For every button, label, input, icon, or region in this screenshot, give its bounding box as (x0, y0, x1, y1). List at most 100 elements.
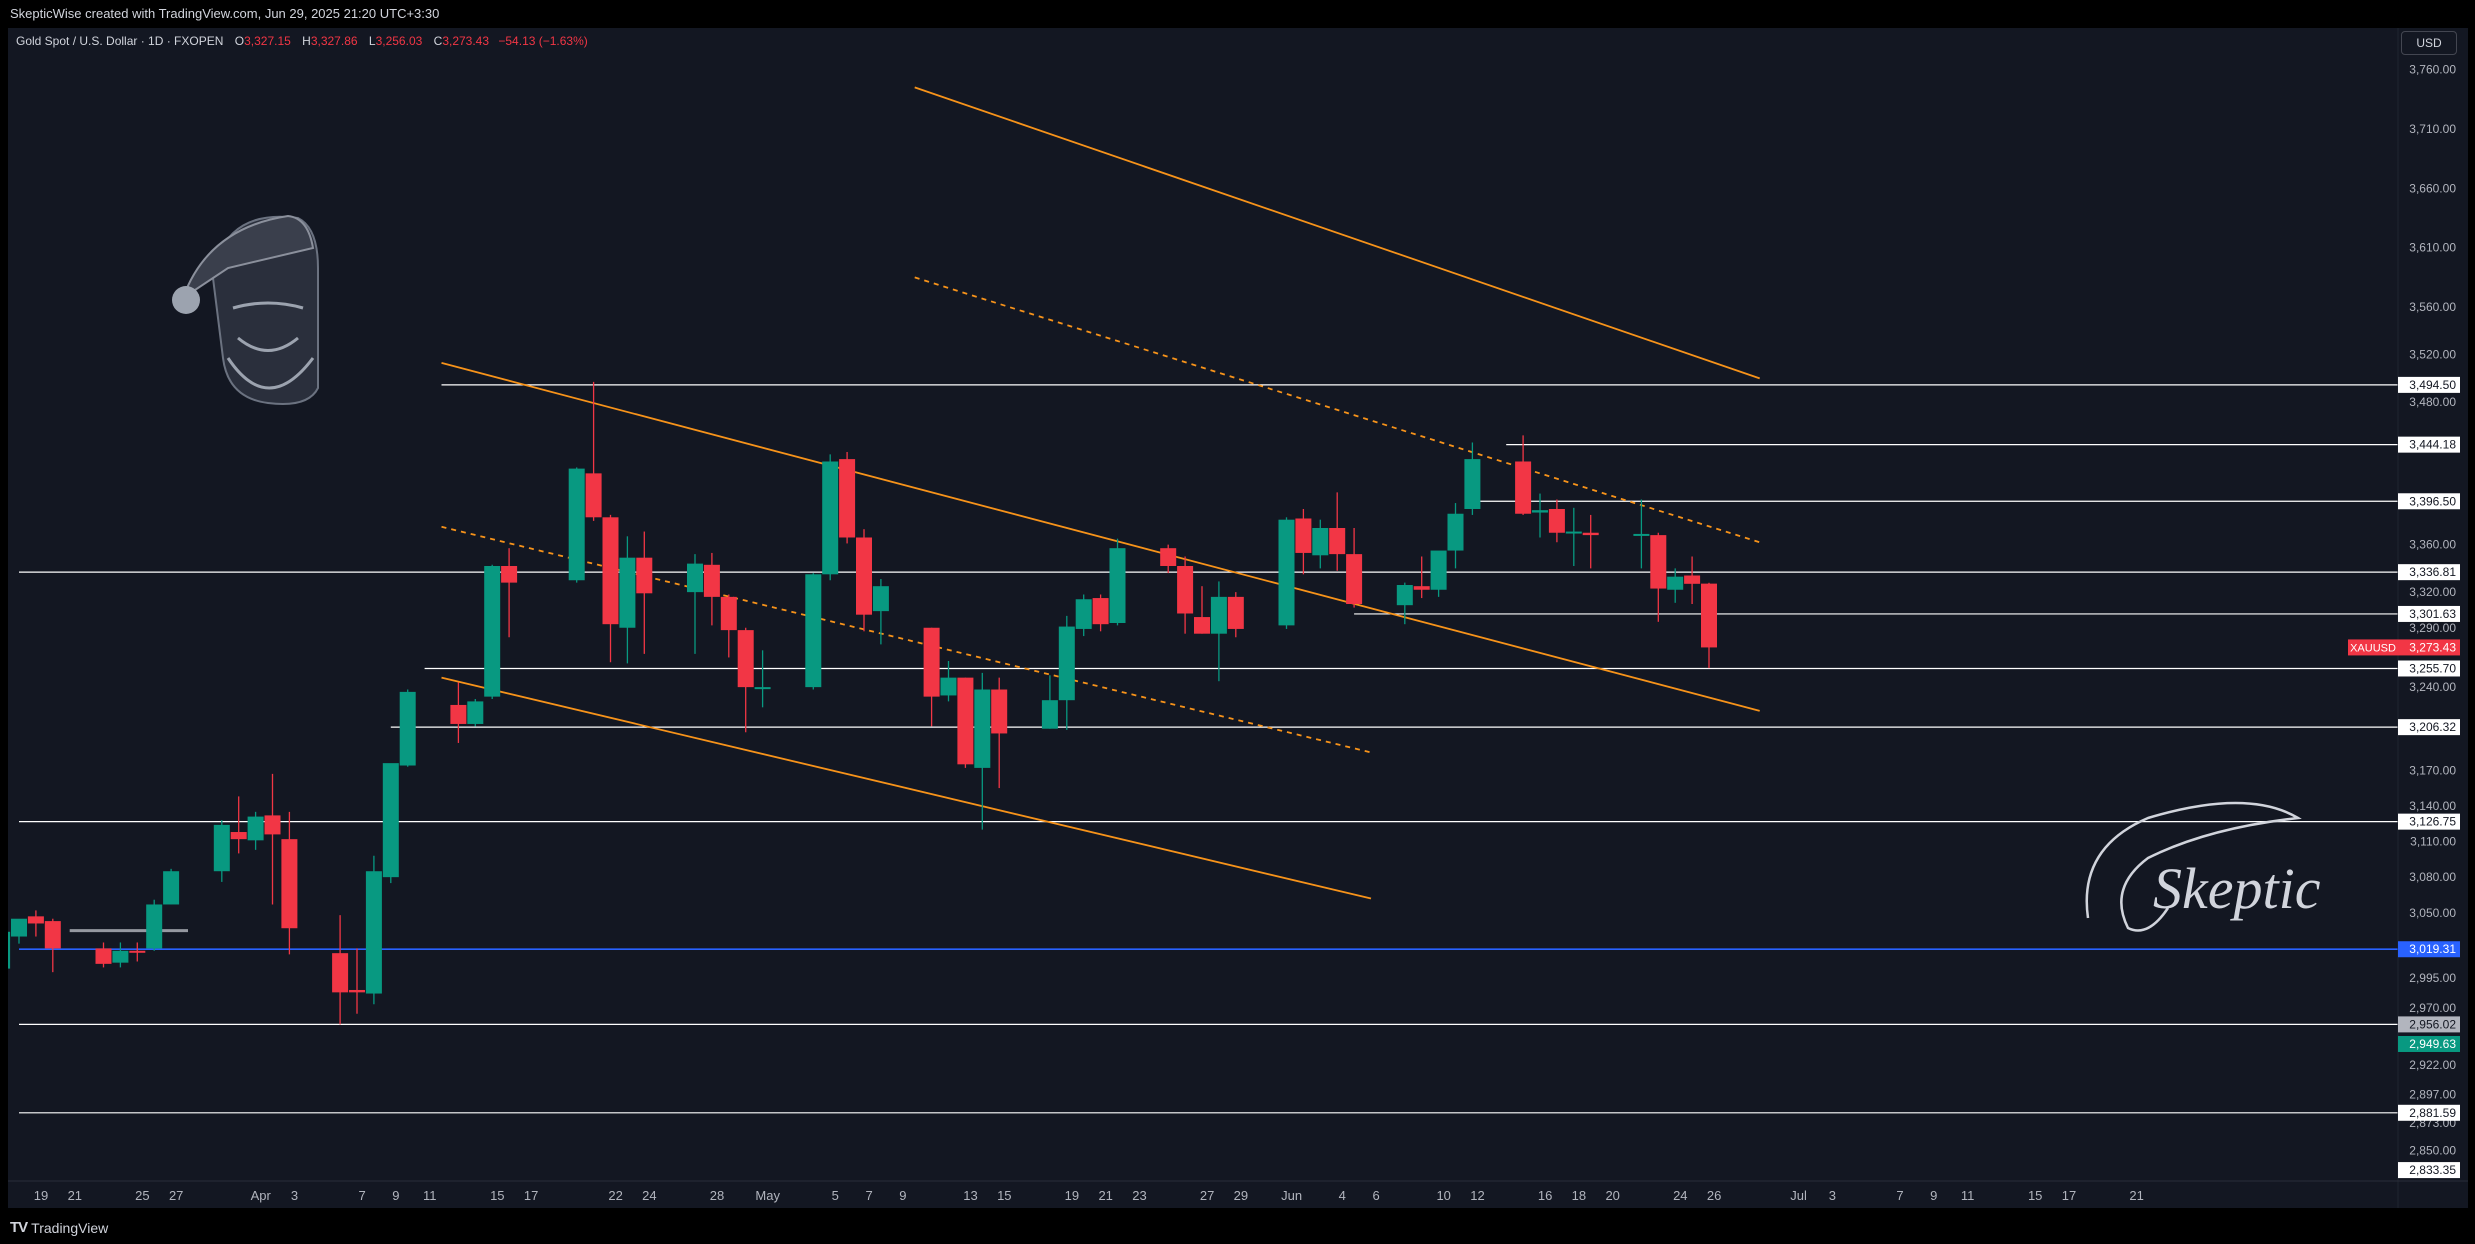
x-tick-label: 15 (2028, 1188, 2042, 1203)
level-label-8-bg (2398, 941, 2460, 958)
candle-body (247, 816, 264, 841)
time-axis[interactable]: 19 21 25 27 Apr 3 7 9 11 15 17 22 24 28 May 5 7 9 13 15 19 21… (8, 1180, 2468, 1203)
change-value: −54.13 (−1.63%) (498, 34, 588, 48)
candle-0 (8, 931, 11, 969)
candle-59 (1413, 556, 1430, 599)
candle-body (619, 557, 636, 628)
candle-51 (1210, 581, 1227, 682)
y-tick-label: 3,290.00 (2409, 621, 2456, 635)
candle-45 (1075, 594, 1092, 637)
candle-body (1329, 527, 1346, 555)
x-tick-label: 9 (899, 1188, 906, 1203)
candle-body (450, 704, 467, 724)
candle-body (1650, 535, 1667, 589)
tradingview-logo[interactable]: TV TradingView (10, 1214, 108, 1242)
chart-frame[interactable]: Skeptic 2,850.00 2,873.00 2,897.00 2,922.00… (8, 28, 2468, 1208)
y-tick-label: 2,995.00 (2409, 971, 2456, 985)
candle-body (112, 950, 129, 963)
candle-body (974, 689, 991, 768)
candle-72 (1701, 582, 1717, 669)
candle-32 (754, 650, 771, 708)
level-label-7-bg (2398, 813, 2460, 830)
candle-body (703, 564, 720, 597)
level-label-4-bg (2398, 605, 2460, 622)
level-label-10-bg (2398, 1104, 2460, 1121)
extra-label-0: 2,949.63 (2398, 1035, 2460, 1052)
candle-body (1227, 596, 1244, 629)
x-tick-label: 15 (997, 1188, 1011, 1203)
candle-17 (382, 763, 399, 884)
candle-69 (1650, 532, 1667, 622)
x-tick-label: 22 (608, 1188, 622, 1203)
symbol-legend: Gold Spot / U.S. Dollar · 1D · FXOPEN O3… (16, 34, 588, 48)
level-label-4: 3,301.63 (2398, 605, 2460, 622)
candle-body (27, 916, 44, 924)
candle-body (872, 586, 889, 612)
y-tick-label: 3,480.00 (2409, 395, 2456, 409)
y-tick-label: 3,050.00 (2409, 906, 2456, 920)
candle-body (1041, 700, 1058, 729)
candle-body (585, 473, 602, 518)
level-label-3-text: 3,336.81 (2409, 565, 2456, 579)
watermark-avatar (172, 214, 319, 405)
extra-label-1-bg (2398, 1162, 2460, 1179)
candle-18 (399, 689, 416, 767)
candle-body (146, 904, 163, 949)
y-tick-label: 3,170.00 (2409, 763, 2456, 777)
candle-body (1582, 532, 1599, 536)
y-tick-label: 3,140.00 (2409, 799, 2456, 813)
level-label-0-bg (2398, 376, 2460, 393)
candle-30 (720, 594, 737, 658)
candle-body (839, 459, 856, 538)
x-tick-label: 25 (135, 1188, 149, 1203)
candle-body (365, 871, 382, 994)
trendline-0 (914, 86, 1760, 380)
y-tick-label: 3,660.00 (2409, 181, 2456, 195)
level-label-2-bg (2398, 493, 2460, 510)
candle-38 (923, 627, 940, 727)
candle-15 (349, 948, 365, 1014)
level-label-5-bg (2398, 660, 2460, 677)
x-tick-label: 18 (1572, 1188, 1586, 1203)
candle-48 (1160, 544, 1177, 574)
level-label-1-text: 3,444.18 (2409, 438, 2456, 452)
x-tick-label: 7 (358, 1188, 365, 1203)
trendline-1 (914, 276, 1760, 544)
level-label-1-bg (2398, 436, 2460, 453)
price-chart[interactable]: Skeptic 2,850.002,873.002,897.002,922.00… (8, 28, 2468, 1208)
trendline-4 (441, 676, 1372, 900)
candle-55 (1312, 519, 1329, 569)
x-tick-label: 9 (1930, 1188, 1937, 1203)
x-tick-label: 15 (490, 1188, 504, 1203)
tradingview-logo-icon: TV (10, 1219, 28, 1236)
candles (8, 381, 1717, 1025)
x-tick-label: 23 (1132, 1188, 1146, 1203)
candle-12 (264, 773, 281, 905)
level-labels: 3,494.50 3,444.18 3,396.50 3,336.81 3,301.63… (2348, 376, 2460, 1179)
x-tick-label: 6 (1372, 1188, 1379, 1203)
candle-20 (467, 699, 484, 727)
candle-body (129, 950, 146, 953)
candle-26 (619, 536, 636, 664)
candle-21 (484, 564, 501, 700)
y-tick-label: 3,760.00 (2409, 63, 2456, 77)
candle-body (399, 691, 416, 766)
x-tick-label: 21 (68, 1188, 82, 1203)
candle-54 (1295, 508, 1312, 575)
candle-53 (1278, 517, 1295, 629)
x-tick-label: 27 (169, 1188, 183, 1203)
high-label: H (302, 34, 311, 48)
candle-66 (1565, 507, 1582, 566)
signature-watermark: Skeptic (2085, 801, 2321, 932)
candle-56 (1329, 492, 1346, 571)
candle-body (1464, 459, 1481, 509)
trendlines (69, 86, 1760, 933)
x-tick-label: 17 (2062, 1188, 2076, 1203)
candle-42 (991, 677, 1008, 789)
x-tick-label: 13 (963, 1188, 977, 1203)
level-label-4-text: 3,301.63 (2409, 607, 2456, 621)
candle-body (1532, 510, 1548, 513)
currency-button[interactable]: USD (2401, 31, 2457, 55)
y-tick-label: 2,922.00 (2409, 1058, 2456, 1072)
candle-19 (450, 682, 467, 743)
